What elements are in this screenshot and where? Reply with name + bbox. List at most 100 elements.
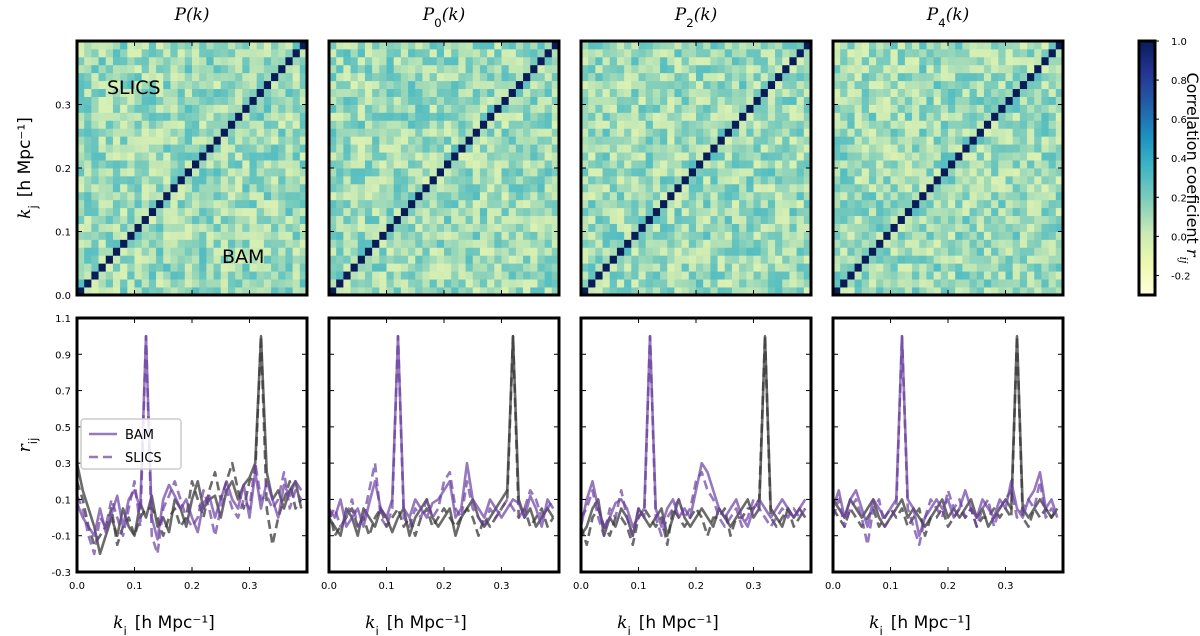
heatmap-cell xyxy=(753,136,762,145)
heatmap-cell xyxy=(731,168,740,177)
heatmap-cell xyxy=(98,104,107,113)
heatmap-cell xyxy=(854,279,863,288)
heatmap-cell xyxy=(940,223,949,232)
heatmap-cell xyxy=(278,247,286,256)
line-y-axis-label-text: rij xyxy=(15,438,40,453)
heatmap-cell xyxy=(660,247,668,256)
heatmap-cell xyxy=(904,287,913,296)
heatmap-cell xyxy=(1027,160,1035,169)
heatmap-cell xyxy=(933,48,942,58)
heatmap-cell xyxy=(868,48,877,58)
heatmap-cell xyxy=(710,120,718,129)
heatmap-cell xyxy=(1041,168,1050,177)
heatmap-cell xyxy=(364,160,373,169)
heatmap-cell xyxy=(263,191,272,201)
heatmap-cell xyxy=(933,191,942,201)
heatmap-cell xyxy=(177,48,186,58)
heatmap-cell xyxy=(299,112,308,121)
heatmap-cell xyxy=(638,199,647,209)
heatmap-cell xyxy=(170,175,179,185)
heatmap-cell xyxy=(667,199,675,209)
heatmap-cell xyxy=(833,48,841,58)
heatmap-cell xyxy=(789,136,798,145)
heatmap-cell xyxy=(652,88,661,97)
heatmap-cell xyxy=(868,168,877,177)
heatmap-cell xyxy=(912,128,920,137)
heatmap-cell xyxy=(400,255,409,264)
heatmap-cell xyxy=(170,80,179,90)
heatmap-cell xyxy=(112,56,121,66)
heatmap-cell xyxy=(638,104,647,113)
heatmap-cell xyxy=(408,96,416,105)
heatmap-cell xyxy=(868,223,877,232)
heatmap-cell xyxy=(227,215,236,224)
heatmap-cell xyxy=(796,183,805,193)
heatmap-cell xyxy=(1041,271,1050,280)
heatmap-cell xyxy=(940,168,949,177)
heatmap-cell xyxy=(746,215,754,224)
heatmap-cell xyxy=(876,64,884,74)
heatmap-cell xyxy=(227,279,236,288)
heatmap-cell xyxy=(235,136,243,145)
heatmap-cell xyxy=(890,255,899,264)
heatmap-cell xyxy=(170,239,179,248)
heatmap-cell xyxy=(537,215,546,224)
heatmap-cell xyxy=(148,120,157,129)
heatmap-cell xyxy=(595,96,603,105)
heatmap-cell xyxy=(883,120,891,129)
heatmap-cell xyxy=(271,263,279,272)
heatmap-cell xyxy=(731,41,740,50)
heatmap-cell xyxy=(962,231,970,240)
heatmap-cell xyxy=(227,152,236,161)
heatmap-cell xyxy=(609,128,618,137)
heatmap-cell xyxy=(976,152,985,161)
heatmap-cell xyxy=(983,279,992,288)
heatmap-cell xyxy=(724,231,733,240)
heatmap-cell xyxy=(624,183,632,193)
heatmap-cell xyxy=(451,239,459,248)
heatmap-cell xyxy=(501,168,510,177)
heatmap-cell xyxy=(271,48,279,58)
heatmap-cell xyxy=(854,215,863,224)
heatmap-cell xyxy=(962,271,970,280)
heatmap-cell xyxy=(544,247,553,256)
heatmap-cell xyxy=(429,144,438,153)
heatmap-cell xyxy=(465,231,474,240)
heatmap-cell xyxy=(501,223,510,232)
heatmap-cell xyxy=(955,287,963,296)
heatmap-cell xyxy=(242,223,250,232)
line-frame xyxy=(831,316,1065,574)
heatmap-cell xyxy=(1012,255,1021,264)
heatmap-cell xyxy=(667,191,675,201)
heatmap-cell xyxy=(263,80,272,90)
heatmap-cell xyxy=(696,175,704,185)
heatmap-cell xyxy=(948,96,956,105)
heatmap-cell xyxy=(206,72,214,82)
heatmap-cell xyxy=(1019,104,1028,113)
heatmap-cell xyxy=(472,120,481,129)
heatmap-cell xyxy=(739,175,747,185)
heatmap-cell xyxy=(292,104,301,113)
heatmap-cell xyxy=(156,239,164,248)
heatmap-cell xyxy=(962,120,970,129)
heatmap-cell xyxy=(163,96,171,105)
heatmap-cell xyxy=(530,160,538,169)
heatmap-cell xyxy=(422,263,431,272)
heatmap-cell xyxy=(256,56,265,66)
heatmap-cell xyxy=(955,160,963,169)
heatmap-cell xyxy=(969,175,978,185)
heatmap-cell xyxy=(883,271,891,280)
heatmap-cell xyxy=(854,144,863,153)
heatmap-cell xyxy=(1034,72,1042,82)
heatmap-cell xyxy=(767,263,776,272)
heatmap-cell xyxy=(1041,287,1050,296)
heatmap-cell xyxy=(833,104,841,113)
heatmap-cell xyxy=(177,175,186,185)
heatmap-cell xyxy=(465,96,474,105)
heatmap-cell xyxy=(299,279,308,288)
heatmap-cell xyxy=(926,104,935,113)
heatmap-cell xyxy=(940,207,949,217)
heatmap-cell xyxy=(292,152,301,161)
heatmap-cell xyxy=(868,152,877,161)
heatmap-cell xyxy=(861,271,870,280)
